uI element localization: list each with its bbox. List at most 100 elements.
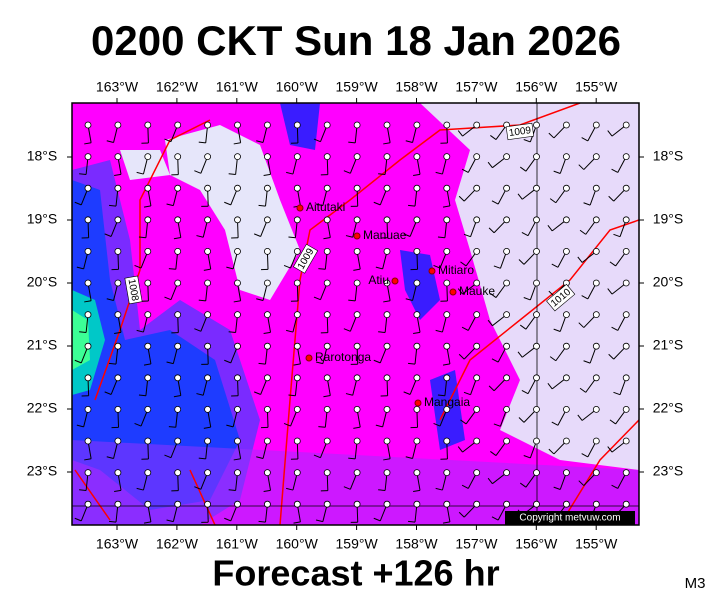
barb-station (84, 153, 92, 161)
barb-station (443, 247, 451, 255)
barb-station (293, 153, 301, 161)
barb-flag (106, 298, 114, 301)
barb-flag (263, 331, 271, 335)
barb-station (473, 279, 481, 287)
barb-flag (143, 205, 152, 208)
barb-flag (373, 359, 381, 364)
barb-station (563, 311, 570, 319)
barb-flag (523, 139, 531, 143)
barb-station (174, 247, 182, 255)
barb-station (563, 247, 570, 255)
barb-station (413, 437, 421, 445)
barb-station (443, 216, 451, 224)
barb-flag (84, 300, 92, 303)
barb-flag (134, 265, 142, 269)
barb-station (144, 216, 152, 224)
barb-station (293, 216, 301, 224)
barb-station (473, 500, 481, 508)
barb-flag (224, 359, 231, 364)
lon-label: 155°W (575, 536, 618, 552)
barb-flag (435, 329, 443, 333)
barb-station (622, 216, 630, 224)
barb-station (533, 184, 540, 192)
barb-station (383, 469, 391, 477)
barb-station (592, 311, 600, 319)
barb-station (323, 153, 331, 161)
barb-flag (583, 202, 591, 206)
barb-flag (224, 517, 231, 522)
barb-flag (405, 140, 413, 143)
barb-station (503, 184, 511, 192)
barb-station (84, 279, 92, 287)
barb-flag (226, 266, 234, 270)
wind-area (72, 310, 90, 370)
barb-flag (136, 487, 144, 491)
place-marker (428, 267, 436, 275)
barb-station (622, 279, 630, 287)
barb-flag (608, 353, 615, 360)
isobar-label: 1008 (126, 278, 141, 302)
barb-station (234, 374, 241, 382)
barb-flag (253, 233, 261, 237)
barb-station (174, 311, 182, 319)
barb-station (293, 437, 301, 445)
barb-station (204, 184, 212, 192)
barb-station (114, 437, 122, 445)
lat-label: 23°S (27, 463, 58, 479)
barb-flag (203, 268, 211, 271)
barb-flag (315, 361, 323, 365)
barb-station (144, 311, 152, 319)
barb-station (293, 374, 301, 382)
isobar-label: 1009 (508, 125, 532, 139)
barb-flag (194, 486, 202, 490)
lat-label: 19°S (653, 211, 684, 227)
barb-flag (74, 359, 82, 364)
barb-station (234, 153, 241, 161)
barb-station (563, 437, 570, 445)
barb-flag (408, 204, 416, 207)
barb-flag (74, 517, 82, 522)
barb-flag (343, 170, 351, 174)
barb-station (144, 437, 152, 445)
barb-station (413, 374, 421, 382)
barb-station (263, 469, 271, 477)
barb-station (443, 279, 451, 287)
barb-station (353, 153, 361, 161)
barb-station (114, 405, 122, 413)
barb-flag (405, 456, 413, 459)
isobar-labels: 1009 1009 1008 1010 (124, 122, 576, 312)
barb-station (503, 153, 511, 161)
barb-flag (523, 297, 531, 301)
barb-station (263, 437, 271, 445)
lon-label: 161°W (216, 79, 259, 95)
barb-flag (547, 225, 553, 232)
barb-station (533, 500, 540, 508)
barb-flag (457, 288, 463, 295)
barb-station (413, 216, 421, 224)
barb-flag (194, 328, 202, 332)
barb-flag (375, 424, 383, 428)
barb-flag (457, 130, 463, 137)
barb-flag (136, 329, 144, 333)
barb-station (443, 469, 451, 477)
barb-station (234, 121, 241, 129)
barb-flag (323, 395, 331, 398)
barb-station (293, 121, 301, 129)
barb-station (473, 216, 481, 224)
barb-flag (315, 519, 323, 523)
barb-station (114, 153, 122, 161)
barb-station (592, 437, 600, 445)
barb-station (473, 342, 481, 350)
barb-flag (293, 521, 301, 524)
isobars (74, 103, 639, 525)
barb-flag (168, 426, 176, 428)
barb-station (263, 247, 271, 255)
barb-station (413, 500, 421, 508)
barb-flag (109, 204, 117, 207)
copyright-box (505, 511, 635, 525)
barb-station (84, 121, 92, 129)
barb-flag (553, 486, 561, 490)
barb-station (503, 437, 511, 445)
barb-flag (493, 423, 501, 427)
barb-flag (609, 261, 616, 267)
